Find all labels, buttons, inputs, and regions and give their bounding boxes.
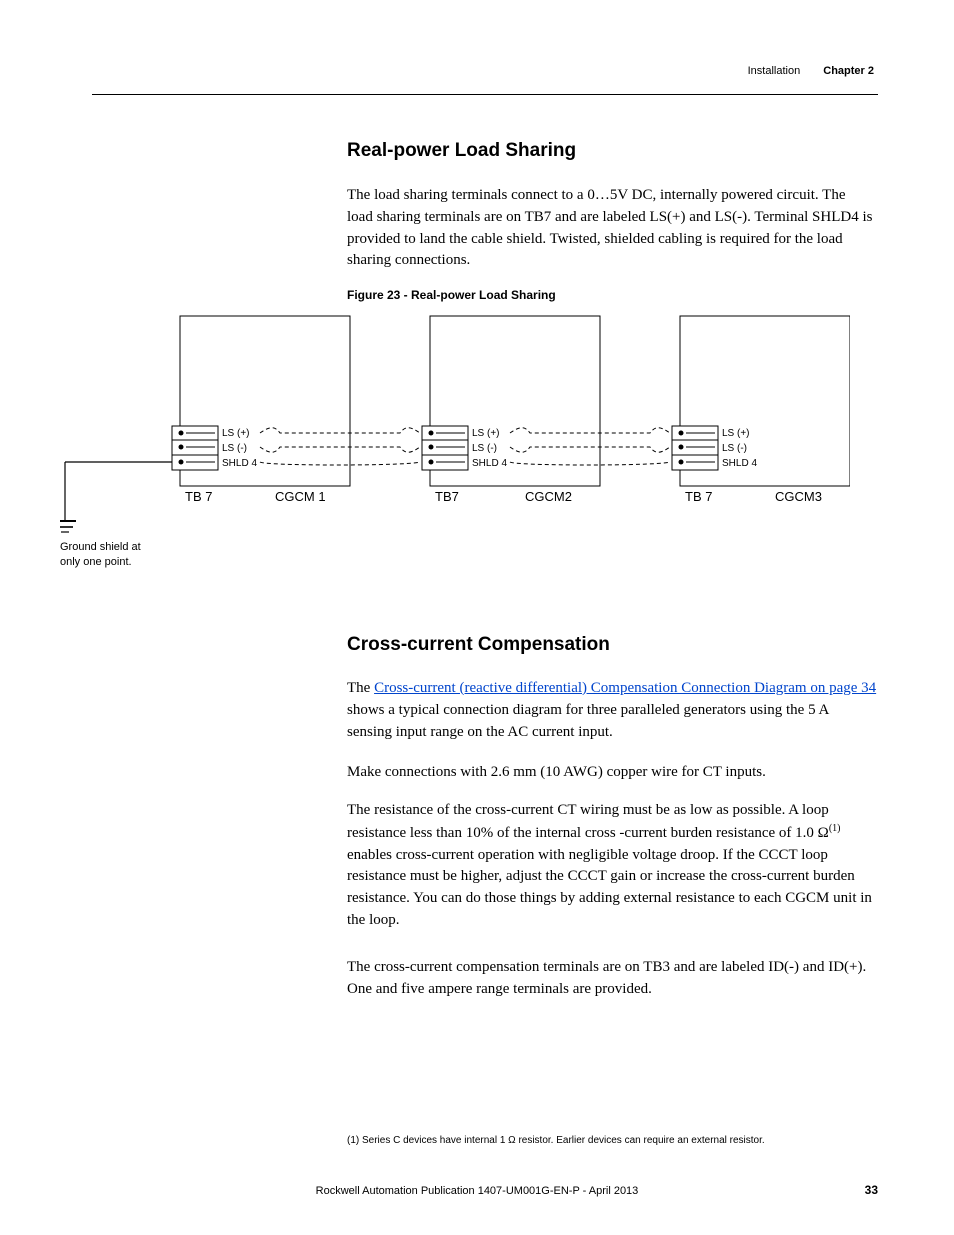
para2-suffix: shows a typical connection diagram for t…	[347, 702, 829, 740]
page-footer: Rockwell Automation Publication 1407-UM0…	[0, 1185, 954, 1197]
paragraph-wire-gauge: Make connections with 2.6 mm (10 AWG) co…	[347, 762, 875, 784]
cgcm3-box: LS (+) LS (-) SHLD 4 TB 7 CGCM3	[672, 316, 850, 504]
svg-text:TB 7: TB 7	[185, 489, 212, 504]
svg-text:LS (-): LS (-)	[722, 443, 747, 454]
figure-23-caption: Figure 23 - Real-power Load Sharing	[347, 288, 556, 302]
cross-current-diagram-link[interactable]: Cross-current (reactive differential) Co…	[374, 680, 876, 696]
footnote-1: (1) Series C devices have internal 1 Ω r…	[347, 1135, 765, 1146]
page-number: 33	[865, 1183, 878, 1197]
svg-text:SHLD 4: SHLD 4	[722, 458, 757, 469]
load-sharing-svg: LS (+) LS (-) SHLD 4 TB 7 CGCM 1 LS (+) …	[60, 306, 850, 556]
svg-text:SHLD 4: SHLD 4	[472, 458, 507, 469]
figure-23-diagram: LS (+) LS (-) SHLD 4 TB 7 CGCM 1 LS (+) …	[60, 306, 850, 556]
svg-text:LS (-): LS (-)	[222, 443, 247, 454]
para2-prefix: The	[347, 680, 374, 696]
ground-shield	[60, 462, 172, 532]
svg-text:LS (+): LS (+)	[472, 428, 500, 439]
svg-text:LS (+): LS (+)	[722, 428, 750, 439]
svg-text:TB 7: TB 7	[685, 489, 712, 504]
cgcm1-box: LS (+) LS (-) SHLD 4 TB 7 CGCM 1	[172, 316, 350, 504]
twisted-cable-2-3	[510, 428, 670, 465]
ground-shield-note-line2: only one point.	[60, 555, 141, 570]
ground-shield-note-line1: Ground shield at	[60, 540, 141, 555]
svg-text:LS (+): LS (+)	[222, 428, 250, 439]
svg-text:LS (-): LS (-)	[472, 443, 497, 454]
svg-text:CGCM 1: CGCM 1	[275, 489, 326, 504]
paragraph-loop-resistance: The resistance of the cross-current CT w…	[347, 800, 875, 932]
para4-a: The resistance of the cross-current CT w…	[347, 802, 829, 841]
cgcm2-box: LS (+) LS (-) SHLD 4 TB7 CGCM2	[422, 316, 600, 504]
svg-text:CGCM3: CGCM3	[775, 489, 822, 504]
heading-real-power-load-sharing: Real-power Load Sharing	[347, 140, 576, 162]
svg-text:TB7: TB7	[435, 489, 459, 504]
paragraph-load-sharing: The load sharing terminals connect to a …	[347, 185, 875, 272]
twisted-cable-1-2	[260, 428, 420, 465]
ground-shield-note: Ground shield at only one point.	[60, 540, 141, 571]
svg-text:CGCM2: CGCM2	[525, 489, 572, 504]
page-header: Installation Chapter 2	[748, 65, 874, 77]
para4-footnote-ref: (1)	[829, 823, 841, 834]
paragraph-terminals: The cross-current compensation terminals…	[347, 957, 875, 1001]
heading-cross-current-compensation: Cross-current Compensation	[347, 634, 610, 656]
svg-text:SHLD 4: SHLD 4	[222, 458, 257, 469]
paragraph-cross-current-intro: The Cross-current (reactive differential…	[347, 678, 877, 743]
header-rule	[92, 94, 878, 95]
para4-b: enables cross-current operation with neg…	[347, 847, 872, 928]
header-section: Installation	[748, 65, 801, 77]
header-chapter: Chapter 2	[823, 65, 874, 77]
